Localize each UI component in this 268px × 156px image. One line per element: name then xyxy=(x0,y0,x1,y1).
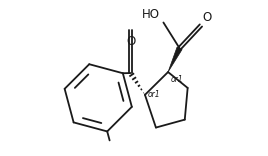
Text: HO: HO xyxy=(142,8,160,21)
Text: O: O xyxy=(202,11,212,24)
Polygon shape xyxy=(168,47,182,72)
Text: or1: or1 xyxy=(170,75,183,84)
Text: O: O xyxy=(126,35,135,48)
Text: or1: or1 xyxy=(147,90,160,99)
